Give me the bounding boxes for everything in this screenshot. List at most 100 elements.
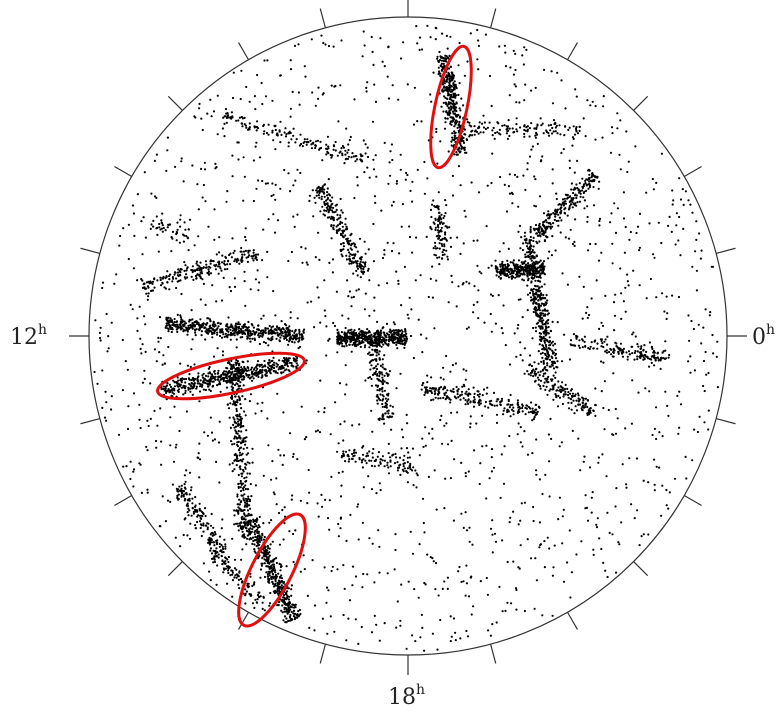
point	[96, 382, 99, 385]
point	[535, 254, 538, 258]
point	[458, 565, 461, 569]
point	[509, 261, 512, 264]
point	[623, 251, 627, 254]
point	[461, 283, 464, 286]
point	[368, 330, 371, 333]
point	[373, 296, 376, 299]
point	[537, 306, 540, 309]
point	[515, 117, 518, 120]
point	[597, 456, 601, 459]
point	[239, 482, 242, 485]
point	[226, 377, 229, 380]
point	[238, 413, 241, 416]
point	[287, 359, 290, 362]
point	[547, 433, 551, 436]
point	[169, 416, 172, 419]
point	[449, 108, 452, 111]
point	[532, 519, 535, 523]
point	[559, 231, 562, 234]
point	[453, 103, 457, 106]
point	[380, 209, 383, 212]
point	[266, 573, 269, 576]
point	[237, 529, 240, 532]
point	[549, 417, 552, 420]
point	[272, 356, 275, 359]
point	[192, 324, 195, 327]
point	[289, 115, 292, 118]
point	[195, 387, 198, 390]
point	[322, 92, 325, 95]
point	[290, 364, 293, 367]
point	[425, 235, 428, 238]
point	[239, 423, 242, 426]
point	[693, 369, 697, 372]
point	[290, 584, 293, 587]
point	[176, 325, 179, 328]
point	[622, 300, 626, 303]
point	[534, 288, 538, 291]
point	[279, 454, 282, 457]
point	[169, 385, 173, 388]
point	[292, 215, 295, 218]
point	[272, 573, 275, 576]
point	[682, 227, 685, 230]
point	[218, 334, 222, 338]
point	[188, 320, 191, 323]
point	[578, 200, 582, 203]
point	[489, 634, 492, 637]
point	[560, 441, 564, 444]
point	[628, 238, 631, 241]
point	[282, 335, 285, 338]
point	[272, 582, 275, 586]
point	[538, 319, 541, 322]
point	[529, 557, 533, 560]
point	[440, 414, 443, 417]
point	[249, 522, 252, 526]
point	[580, 540, 583, 543]
point	[439, 140, 442, 143]
point	[287, 343, 290, 346]
point	[237, 420, 240, 423]
point	[582, 117, 585, 120]
point	[325, 325, 328, 328]
point	[433, 327, 436, 330]
point	[404, 328, 407, 331]
point	[194, 334, 197, 337]
point	[355, 334, 358, 337]
point	[206, 317, 209, 320]
point	[289, 311, 292, 314]
point	[244, 536, 247, 539]
point	[241, 530, 244, 533]
point	[199, 326, 202, 329]
point	[170, 330, 173, 334]
point	[543, 283, 546, 286]
point	[406, 313, 409, 316]
point	[405, 647, 408, 650]
point	[534, 302, 537, 305]
point	[375, 623, 378, 626]
point	[326, 517, 330, 520]
point	[660, 241, 663, 245]
point	[675, 212, 679, 215]
point	[503, 272, 506, 275]
point	[253, 531, 256, 534]
point	[614, 407, 617, 411]
point	[362, 486, 365, 489]
point	[573, 244, 576, 247]
point	[256, 367, 259, 370]
point	[362, 139, 365, 142]
point	[373, 83, 376, 86]
point	[541, 321, 544, 324]
point	[494, 322, 497, 325]
point	[280, 577, 283, 580]
point	[547, 325, 550, 329]
point	[398, 339, 401, 342]
point	[233, 370, 237, 373]
point	[452, 102, 455, 105]
point	[554, 354, 557, 357]
point	[240, 378, 243, 381]
point	[140, 352, 143, 355]
point	[189, 365, 192, 368]
point	[173, 320, 176, 324]
point	[526, 162, 529, 165]
